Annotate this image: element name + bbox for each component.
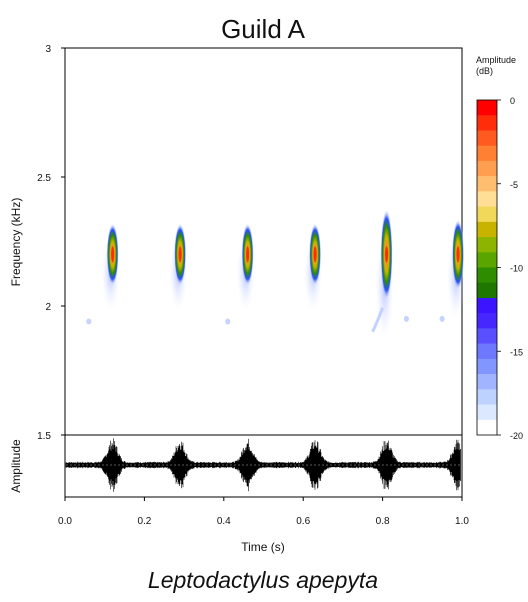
y-tick-label: 2.5 [37, 173, 51, 184]
colorbar-tick-label: -5 [510, 180, 518, 190]
colorbar-swatch [477, 389, 497, 405]
colorbar-swatch [477, 343, 497, 360]
x-tick-label: 0.6 [296, 516, 310, 527]
y-axis-label: Frequency (kHz) [9, 198, 23, 287]
colorbar-swatch [477, 328, 497, 344]
x-tick-label: 0.2 [137, 516, 151, 527]
colorbar-swatches [477, 100, 497, 436]
colorbar-swatch [477, 221, 497, 238]
call-notes [86, 209, 466, 340]
colorbar-swatch [477, 237, 497, 253]
call-note [101, 223, 120, 311]
noise-speck [403, 315, 409, 322]
noise-speck [225, 318, 231, 325]
colorbar-swatch [477, 282, 497, 299]
note-peak [456, 246, 460, 263]
note-peak [111, 246, 115, 263]
colorbar-swatch [477, 206, 497, 223]
y-tick-label: 3 [45, 44, 51, 55]
colorbar-swatch [477, 130, 497, 146]
call-note [236, 223, 255, 311]
colorbar-swatch [477, 100, 497, 116]
y-axis-ticks: 1.5 2 2.5 3 [37, 44, 65, 442]
colorbar-tick-label: -15 [510, 347, 523, 357]
y-tick-label: 1.5 [37, 431, 51, 442]
colorbar-swatch [477, 115, 497, 131]
note-tail [371, 307, 384, 333]
colorbar-tick-label: -10 [510, 264, 523, 274]
call-note [371, 209, 394, 340]
colorbar: Amplitude (dB) 0 -5 -10 -15 -20 [476, 55, 523, 441]
waveform-axis-label: Amplitude [9, 439, 23, 493]
noise-speck [439, 315, 445, 322]
call-note [447, 219, 466, 319]
x-tick-label: 0.0 [58, 516, 72, 527]
spectrogram-panel: 1.5 2 2.5 3 [37, 44, 466, 442]
chart-title: Guild A [221, 14, 305, 44]
note-peak [313, 246, 317, 263]
colorbar-tick-label: 0 [510, 96, 515, 106]
waveform-panel: 0.0 0.2 0.4 0.6 0.8 1.0 [58, 434, 469, 527]
call-note [169, 223, 188, 311]
note-peak [384, 246, 389, 263]
x-axis-ticks: 0.0 0.2 0.4 0.6 0.8 1.0 [58, 497, 469, 527]
x-tick-label: 0.8 [376, 516, 390, 527]
x-tick-label: 0.4 [217, 516, 231, 527]
colorbar-unit: (dB) [476, 66, 493, 76]
noise-speck [86, 318, 92, 325]
colorbar-swatch [477, 145, 497, 162]
colorbar-swatch [477, 176, 497, 192]
colorbar-swatch [477, 252, 497, 268]
colorbar-swatch [477, 374, 497, 390]
colorbar-ticks: 0 -5 -10 -15 -20 [497, 96, 523, 441]
colorbar-swatch [477, 358, 497, 375]
y-tick-label: 2 [45, 302, 51, 313]
colorbar-swatch [477, 419, 497, 436]
colorbar-swatch [477, 313, 497, 329]
spectrogram-plot-area [64, 47, 463, 436]
colorbar-swatch [477, 297, 497, 314]
colorbar-tick-label: -20 [510, 431, 523, 441]
colorbar-swatch [477, 191, 497, 207]
call-note [304, 223, 323, 311]
waveform [65, 438, 461, 492]
species-name: Leptodactylus apepyta [148, 567, 378, 593]
colorbar-swatch [477, 160, 497, 177]
note-peak [178, 246, 182, 263]
colorbar-swatch [477, 267, 497, 284]
note-peak [246, 246, 250, 263]
colorbar-title: Amplitude [476, 55, 516, 65]
x-axis-label: Time (s) [241, 540, 285, 554]
x-tick-label: 1.0 [455, 516, 469, 527]
colorbar-swatch [477, 404, 497, 421]
